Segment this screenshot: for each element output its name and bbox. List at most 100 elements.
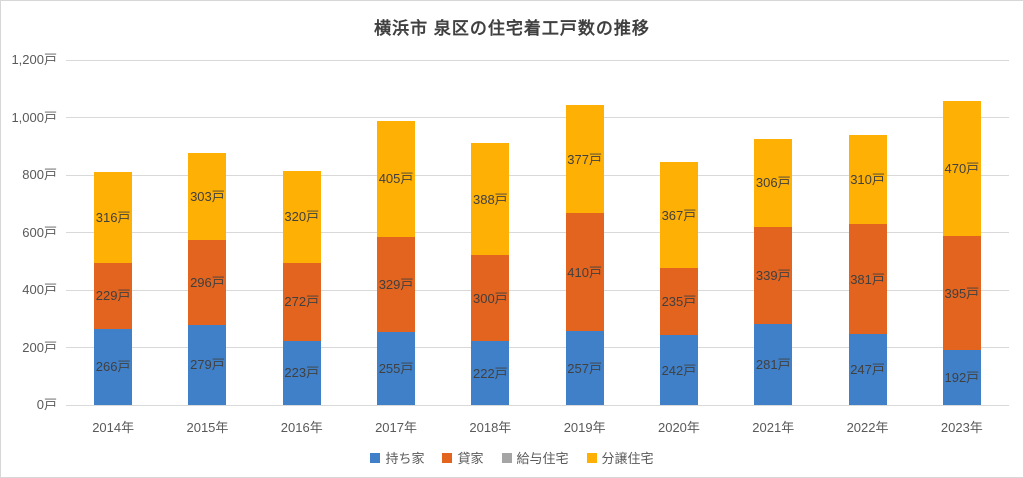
- bar-stack: 192戸 395戸 470戸: [942, 101, 981, 405]
- bar-segment-label: 388戸: [472, 191, 508, 207]
- legend-color-swatch-icon: [501, 452, 512, 463]
- x-axis-tick-label: 2016年: [280, 420, 323, 435]
- bar-segment-label: 339戸: [755, 267, 791, 283]
- legend-item: 分譲住宅: [586, 448, 654, 467]
- bar-segment: 470戸: [942, 101, 981, 237]
- x-axis-tick-label: 2017年: [375, 420, 417, 435]
- bar-segment-label: 235戸: [661, 294, 697, 310]
- bar-segment-label: 255戸: [378, 360, 414, 376]
- bar-stack: 257戸 410戸 377戸: [565, 104, 604, 405]
- bar-segment: 222戸: [471, 341, 510, 405]
- bar-segment-label: 192戸: [944, 369, 980, 385]
- bar-stack: 279戸 296戸 303戸: [188, 152, 227, 405]
- bar-segment: 381戸: [848, 224, 887, 334]
- bar-segment: 310戸: [848, 135, 887, 225]
- legend-color-swatch-icon: [370, 452, 381, 463]
- x-axis-tick-label: 2022年: [846, 420, 889, 435]
- bar-segment: 316戸: [94, 171, 133, 263]
- bar-segment: 303戸: [188, 152, 227, 240]
- bar-segment-label: 470戸: [944, 161, 980, 177]
- gridline: [66, 117, 1009, 118]
- bar-segment-label: 247戸: [850, 362, 885, 377]
- bar-segment: 320戸: [282, 170, 321, 263]
- bar-segment: 367戸: [659, 162, 698, 268]
- bar-segment: 257戸: [565, 331, 604, 405]
- legend: 持ち家 貸家 給与住宅 分譲住宅: [1, 448, 1023, 467]
- bar-segment-label: 405戸: [378, 171, 414, 187]
- bar-segment-label: 296戸: [190, 274, 225, 290]
- bar-stack: 281戸 339戸 306戸: [754, 138, 793, 405]
- bar-segment-label: 229戸: [95, 288, 131, 304]
- bar-segment: 235戸: [659, 267, 698, 336]
- bar-segment: 242戸: [659, 335, 698, 405]
- bar-segment: 247戸: [848, 334, 887, 405]
- bar-segment: 306戸: [754, 138, 793, 227]
- chart-title: 横浜市 泉区の住宅着工戸数の推移: [374, 19, 650, 38]
- bar-segment-label: 281戸: [755, 357, 791, 373]
- gridline: [66, 404, 1009, 406]
- x-axis-tick-label: 2021年: [752, 420, 795, 435]
- bar-segment-label: 377戸: [567, 151, 602, 167]
- bar-segment: 255戸: [377, 331, 416, 405]
- bar-segment-label: 316戸: [95, 209, 131, 225]
- bar-segment: 339戸: [754, 226, 793, 325]
- bar-segment: 395戸: [942, 236, 981, 350]
- gridline: [66, 59, 1009, 61]
- bar-segment: 281戸: [754, 324, 793, 405]
- bar-segment-label: 266戸: [95, 359, 131, 375]
- bar-segment: 223戸: [282, 340, 321, 405]
- bar-segment-label: 257戸: [567, 360, 602, 376]
- bar-stack: 223戸 272戸 320戸: [282, 170, 321, 405]
- bar-segment-label: 367戸: [661, 207, 697, 223]
- gridline: [66, 289, 1009, 291]
- gridline: [66, 174, 1009, 176]
- x-axis-tick-label: 2023年: [940, 420, 983, 435]
- bar-segment-label: 320戸: [284, 209, 320, 225]
- bar-segment: 272戸: [282, 262, 321, 341]
- bar-segment-label: 303戸: [190, 188, 225, 204]
- y-axis-tick-label: 1,200戸: [11, 52, 57, 67]
- bar-segment-label: 306戸: [755, 175, 791, 191]
- y-axis-tick-label: 0戸: [36, 397, 57, 412]
- bar-segment-label: 329戸: [378, 276, 414, 292]
- bar-segment: 229戸: [94, 262, 133, 329]
- bar-segment-label: 410戸: [567, 264, 602, 280]
- bar-segment: 296戸: [188, 239, 227, 325]
- x-axis-tick-label: 2020年: [657, 420, 700, 435]
- x-axis-tick-label: 2014年: [92, 420, 135, 435]
- bar-segment-label: 242戸: [661, 362, 697, 378]
- y-axis-tick-label: 1,000戸: [11, 109, 57, 125]
- bar-stack: 222戸 300戸 388戸: [471, 143, 510, 405]
- bar-segment-label: 272戸: [284, 294, 320, 310]
- bar-segment-label: 279戸: [190, 357, 225, 373]
- plot-area: 266戸 229戸 316戸 279戸 296戸 303戸 223戸 272戸 320戸 255戸…: [66, 59, 1009, 406]
- bar-segment: 377戸: [565, 104, 604, 214]
- gridline: [66, 347, 1009, 348]
- legend-item: 給与住宅: [501, 448, 569, 467]
- bar-stack: 247戸 381戸 310戸: [848, 135, 887, 405]
- x-axis-tick-label: 2015年: [186, 420, 229, 435]
- x-axis-tick-label: 2019年: [563, 420, 606, 435]
- y-axis-tick-label: 800戸: [22, 167, 57, 182]
- bar-segment: 405戸: [377, 120, 416, 238]
- bar-stack: 255戸 329戸 405戸: [377, 120, 416, 405]
- legend-label: 分譲住宅: [601, 451, 654, 466]
- bar-segment-label: 381戸: [850, 271, 885, 287]
- legend-label: 給与住宅: [516, 451, 569, 466]
- y-axis-tick-label: 400戸: [22, 282, 57, 297]
- legend-label: 持ち家: [385, 451, 425, 466]
- legend-color-swatch-icon: [442, 452, 453, 463]
- x-axis-tick-label: 2018年: [469, 420, 512, 435]
- legend-item: 持ち家: [370, 448, 424, 467]
- bar-segment: 329戸: [377, 237, 416, 332]
- bar-segment: 388戸: [471, 143, 510, 255]
- bar-segment: 192戸: [942, 349, 981, 405]
- y-axis-tick-label: 600戸: [22, 224, 57, 240]
- bar-segment: 410戸: [565, 213, 604, 332]
- bar-segment-label: 300戸: [472, 290, 508, 306]
- y-axis-tick-label: 200戸: [22, 339, 57, 355]
- bar-stack: 242戸 235戸 367戸: [659, 162, 698, 405]
- bar-segment-label: 310戸: [850, 172, 885, 188]
- bar-segment: 266戸: [94, 328, 133, 405]
